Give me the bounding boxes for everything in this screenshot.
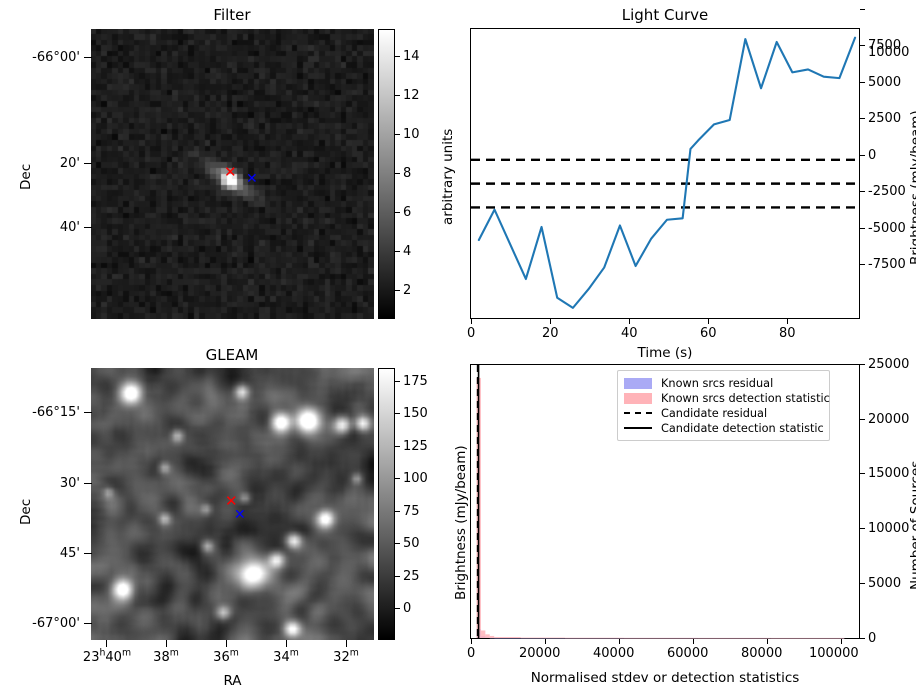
gleam-cbar-tick-25: 25 bbox=[403, 569, 420, 584]
filter-cbar-tick-12: 12 bbox=[403, 88, 420, 103]
legend-label-2: Candidate residual bbox=[661, 406, 768, 420]
legend-item-candidate-residual: Candidate residual bbox=[624, 406, 823, 420]
lc-ytick-5000: 5000 bbox=[868, 75, 902, 90]
gleam-colorbar bbox=[378, 368, 395, 640]
gleam-panel-title: GLEAM bbox=[205, 346, 259, 364]
legend-item-known-srcs-residual: Known srcs residual bbox=[624, 376, 823, 390]
gleam-image bbox=[91, 368, 374, 640]
gleam-ytick-3: -67°00' bbox=[32, 616, 80, 631]
histogram-bar bbox=[489, 635, 495, 638]
lc-ytick-10000-label: 10000 bbox=[868, 45, 910, 60]
lc-xtick-60: 60 bbox=[700, 326, 717, 341]
lc-ytick--2500: -2500 bbox=[868, 184, 906, 199]
hist-ytick-25000: 25000 bbox=[868, 357, 910, 372]
histogram-bar bbox=[520, 637, 565, 639]
light-curve-line bbox=[477, 36, 857, 309]
gleam-xtick-1: 38m bbox=[153, 647, 179, 665]
gleam-cbar-tick-0: 0 bbox=[403, 601, 412, 616]
gleam-cbar-tick-100: 100 bbox=[403, 471, 428, 486]
gleam-cbar-tick-50: 50 bbox=[403, 536, 420, 551]
histogram-bar bbox=[623, 637, 698, 639]
histogram-bar bbox=[485, 634, 490, 638]
legend-item-known-srcs-detection: Known srcs detection statistic bbox=[624, 391, 830, 405]
filter-image bbox=[91, 29, 374, 319]
light-curve-ylabel: Brightness (mJy/beam) bbox=[908, 110, 916, 265]
gleam-ytick-2: 45' bbox=[59, 546, 80, 561]
histogram-ylabel: Number of Sources bbox=[908, 460, 916, 590]
legend-label-3: Candidate detection statistic bbox=[661, 421, 824, 435]
gleam-ytick-1: 30' bbox=[59, 476, 80, 491]
legend-line-dashed bbox=[624, 412, 652, 414]
known-source-marker-blue: ✕ bbox=[234, 507, 246, 523]
lc-xtick-80: 80 bbox=[779, 326, 796, 341]
legend-line-solid bbox=[624, 427, 652, 429]
candidate-marker-red: ✕ bbox=[224, 163, 237, 181]
hist-xtick-80000: 80000 bbox=[741, 646, 783, 661]
gleam-xtick-2: 36m bbox=[213, 647, 239, 665]
histogram-bar bbox=[564, 637, 624, 639]
hist-xtick-100000: 100000 bbox=[809, 646, 859, 661]
gleam-colorbar-label: Brightness (mJy/beam) bbox=[453, 445, 469, 600]
filter-cbar-tick-2: 2 bbox=[403, 283, 412, 298]
legend-swatch-blue bbox=[624, 377, 652, 389]
gleam-xtick-4: 32m bbox=[333, 647, 359, 665]
gleam-cbar-tick-150: 150 bbox=[403, 406, 428, 421]
filter-colorbar-label: arbitrary units bbox=[440, 128, 456, 225]
histogram-bar bbox=[494, 637, 521, 638]
histogram-bar bbox=[494, 637, 521, 639]
hist-xtick-60000: 60000 bbox=[667, 646, 709, 661]
lc-ytick--7500: -7500 bbox=[868, 257, 906, 272]
gleam-ytick-0: -66°15' bbox=[32, 405, 80, 420]
lc-ytick-7500: 7500 bbox=[868, 38, 902, 53]
histogram-bar bbox=[770, 637, 845, 639]
histogram-bar bbox=[520, 637, 565, 639]
filter-cbar-tick-8: 8 bbox=[403, 166, 412, 181]
lc-xtick-20: 20 bbox=[542, 326, 559, 341]
legend-item-candidate-detection: Candidate detection statistic bbox=[624, 421, 824, 435]
filter-cbar-tick-14: 14 bbox=[403, 49, 420, 64]
histogram-legend: Known srcs residual Known srcs detection… bbox=[617, 370, 830, 441]
legend-label-0: Known srcs residual bbox=[661, 376, 774, 390]
filter-ytick-1: 20' bbox=[59, 156, 80, 171]
histogram-bar bbox=[697, 637, 771, 639]
legend-swatch-pink bbox=[624, 392, 652, 404]
legend-label-1: Known srcs detection statistic bbox=[661, 391, 830, 405]
hist-xtick-40000: 40000 bbox=[593, 646, 635, 661]
gleam-cbar-tick-75: 75 bbox=[403, 504, 420, 519]
histogram-bar bbox=[489, 637, 495, 639]
hist-ytick-20000: 20000 bbox=[868, 412, 910, 427]
filter-cbar-tick-10: 10 bbox=[403, 127, 420, 142]
light-curve-plot-area bbox=[470, 28, 860, 319]
gleam-ylabel: Dec bbox=[18, 498, 34, 525]
candidate-marker-red: ✕ bbox=[225, 492, 238, 510]
gleam-xlabel: RA bbox=[223, 673, 242, 689]
lc-xtick-40: 40 bbox=[621, 326, 638, 341]
filter-ytick-0: -66°00' bbox=[32, 50, 80, 65]
hist-xtick-0: 0 bbox=[467, 646, 476, 661]
hist-xtick-20000: 20000 bbox=[519, 646, 561, 661]
light-curve-title: Light Curve bbox=[621, 6, 709, 24]
light-curve-xlabel: Time (s) bbox=[637, 345, 693, 361]
histogram-bar bbox=[480, 630, 486, 638]
lc-xtick-0: 0 bbox=[467, 326, 476, 341]
hist-ytick-5000: 5000 bbox=[868, 576, 902, 591]
hist-ytick-10000: 10000 bbox=[868, 521, 910, 536]
gleam-xtick-0: 23h40m bbox=[82, 647, 132, 665]
hist-ytick-0: 0 bbox=[868, 631, 877, 646]
lc-ytick-2500: 2500 bbox=[868, 111, 902, 126]
filter-colorbar bbox=[378, 29, 395, 319]
lc-ytick-0: 0 bbox=[868, 148, 877, 163]
gleam-xtick-3: 34m bbox=[273, 647, 299, 665]
gleam-cbar-tick-175: 175 bbox=[403, 374, 428, 389]
gleam-cbar-tick-125: 125 bbox=[403, 439, 428, 454]
filter-cbar-tick-4: 4 bbox=[403, 244, 412, 259]
lc-ytick--5000: -5000 bbox=[868, 221, 906, 236]
histogram-xlabel: Normalised stdev or detection statistics bbox=[530, 670, 800, 686]
filter-cbar-tick-6: 6 bbox=[403, 205, 412, 220]
known-source-marker-blue: ✕ bbox=[246, 171, 258, 187]
hist-ytick-15000: 15000 bbox=[868, 466, 910, 481]
filter-ytick-2: 40' bbox=[59, 220, 80, 235]
filter-ylabel: Dec bbox=[18, 163, 34, 190]
filter-panel-title: Filter bbox=[213, 6, 251, 24]
